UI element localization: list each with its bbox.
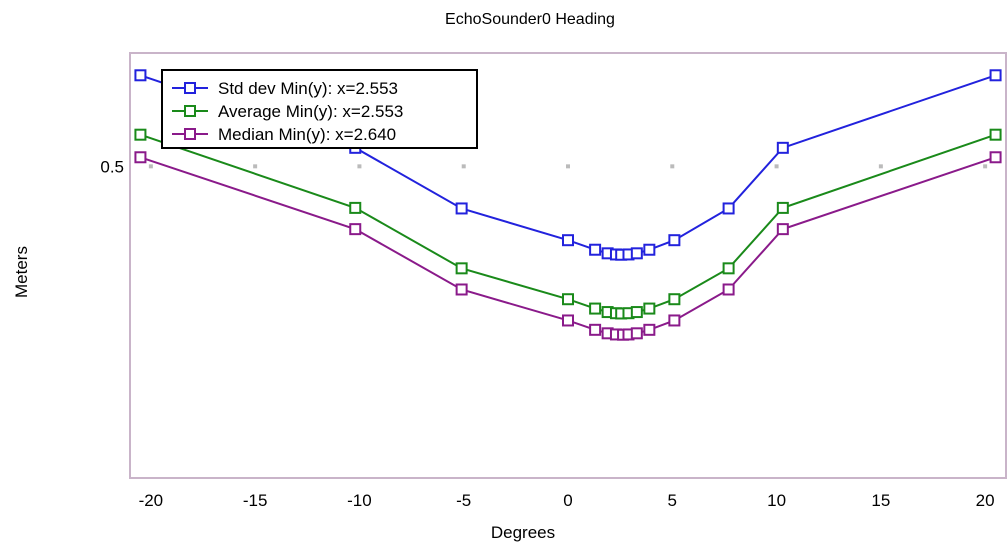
data-point [668, 314, 681, 327]
chart-title: EchoSounder0 Heading [445, 11, 615, 28]
data-point [668, 234, 681, 247]
x-tick-label: 20 [976, 491, 995, 510]
legend-label: Std dev Min(y): x=2.553 [218, 79, 398, 98]
data-point [668, 293, 681, 306]
x-tick-label: -15 [243, 491, 268, 510]
y-tick-label: 0.5 [100, 157, 124, 176]
data-point [776, 201, 789, 214]
data-point [630, 306, 643, 319]
data-point [349, 201, 362, 214]
data-point [562, 234, 574, 247]
data-point [134, 128, 147, 141]
y-axis-ticks: 0.5 [100, 157, 124, 176]
legend-marker [184, 105, 196, 117]
data-point [630, 327, 643, 340]
data-point [776, 141, 789, 154]
data-point [989, 69, 1002, 82]
x-tick-label: -5 [456, 491, 471, 510]
legend-label: Median Min(y): x=2.640 [218, 125, 396, 144]
data-point [562, 314, 574, 327]
legend-box [161, 69, 478, 149]
data-point [589, 302, 602, 315]
data-point [134, 69, 147, 82]
data-point [643, 302, 656, 315]
x-axis-ticks: -20 -15 -10 -5 0 5 10 15 20 [139, 491, 995, 510]
legend-label: Average Min(y): x=2.553 [218, 102, 403, 121]
grid-dot [566, 164, 570, 169]
data-point [455, 202, 468, 215]
x-tick-label: 0 [563, 491, 572, 510]
data-point [643, 323, 656, 336]
data-point [562, 293, 574, 306]
x-tick-label: 15 [871, 491, 890, 510]
x-tick-label: -10 [347, 491, 372, 510]
grid-dot [253, 164, 258, 169]
grid-dot [774, 164, 779, 169]
x-tick-label: 10 [767, 491, 786, 510]
series-2 [134, 151, 1002, 341]
series-layer [134, 69, 1002, 341]
data-point [989, 151, 1002, 164]
grid-dot [148, 164, 153, 169]
data-point [776, 223, 789, 236]
x-tick-label: 5 [668, 491, 677, 510]
legend-marker [184, 128, 196, 140]
grid-dot [357, 164, 362, 169]
grid-dot [670, 164, 675, 169]
data-point [989, 128, 1002, 141]
data-point [455, 262, 468, 275]
data-point [589, 243, 602, 256]
data-point [589, 323, 602, 336]
data-point [722, 262, 735, 275]
gridlines [148, 164, 988, 169]
data-point [722, 202, 735, 215]
x-tick-label: -20 [139, 491, 164, 510]
data-point [643, 243, 656, 256]
data-point [134, 151, 147, 164]
x-axis-label: Degrees [491, 523, 555, 542]
y-axis-label: Meters [12, 246, 31, 298]
series-1 [134, 128, 1002, 320]
data-point [455, 283, 468, 296]
data-point [630, 247, 643, 260]
grid-dot [461, 164, 466, 169]
grid-dot [878, 164, 883, 169]
data-point [722, 283, 735, 296]
grid-dot [983, 164, 988, 169]
legend-marker [184, 82, 196, 94]
data-point [349, 223, 362, 236]
legend: Std dev Min(y): x=2.553 Average Min(y): x… [161, 69, 478, 149]
